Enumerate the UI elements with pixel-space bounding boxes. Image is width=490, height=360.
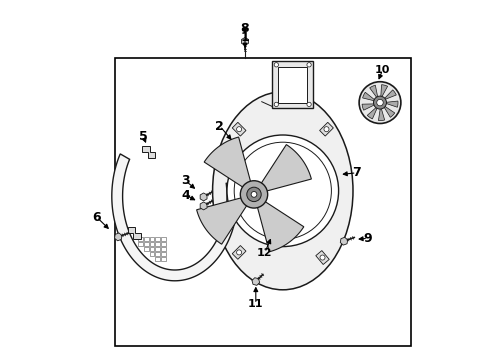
Circle shape <box>227 135 339 247</box>
Polygon shape <box>369 85 378 99</box>
Circle shape <box>377 99 383 106</box>
Circle shape <box>274 102 278 107</box>
Text: 3: 3 <box>181 174 190 187</box>
Polygon shape <box>363 92 377 102</box>
Bar <box>155 237 160 241</box>
Polygon shape <box>204 137 251 188</box>
Polygon shape <box>128 227 141 239</box>
Circle shape <box>240 181 268 208</box>
Bar <box>316 251 329 265</box>
Bar <box>138 237 143 241</box>
Polygon shape <box>252 278 260 285</box>
Text: 11: 11 <box>248 299 264 309</box>
Text: 5: 5 <box>139 130 148 143</box>
Circle shape <box>247 187 261 202</box>
Bar <box>149 252 154 256</box>
Bar <box>138 242 143 246</box>
Polygon shape <box>378 106 385 121</box>
Bar <box>278 67 307 103</box>
Polygon shape <box>143 146 155 158</box>
Polygon shape <box>261 145 311 191</box>
Bar <box>149 242 154 246</box>
Circle shape <box>307 63 311 67</box>
Text: 10: 10 <box>375 65 390 75</box>
Polygon shape <box>384 101 398 107</box>
Circle shape <box>359 82 401 123</box>
Circle shape <box>373 96 387 109</box>
Bar <box>149 237 154 241</box>
Circle shape <box>320 255 325 260</box>
Polygon shape <box>112 154 238 281</box>
Bar <box>319 122 333 136</box>
Polygon shape <box>242 37 248 45</box>
Bar <box>149 247 154 251</box>
Bar <box>155 242 160 246</box>
Bar <box>155 247 160 251</box>
Polygon shape <box>362 104 377 110</box>
Bar <box>232 122 246 136</box>
Bar <box>232 246 246 259</box>
Bar <box>155 257 160 261</box>
Text: 7: 7 <box>352 166 361 179</box>
Circle shape <box>307 102 311 107</box>
Polygon shape <box>196 198 247 244</box>
Text: 4: 4 <box>181 189 190 202</box>
Polygon shape <box>368 106 378 119</box>
Polygon shape <box>200 202 207 210</box>
Bar <box>272 61 314 108</box>
Bar <box>161 242 166 246</box>
Bar <box>161 247 166 251</box>
Text: 6: 6 <box>93 211 101 224</box>
Polygon shape <box>340 237 348 245</box>
Polygon shape <box>383 90 396 100</box>
Circle shape <box>237 250 242 255</box>
Circle shape <box>324 127 329 132</box>
Polygon shape <box>200 193 207 201</box>
Bar <box>161 257 166 261</box>
Polygon shape <box>115 233 122 241</box>
Ellipse shape <box>213 92 353 290</box>
Text: 12: 12 <box>257 248 272 258</box>
Circle shape <box>251 192 257 197</box>
Polygon shape <box>381 85 388 99</box>
Bar <box>155 252 160 256</box>
Bar <box>144 242 148 246</box>
Bar <box>161 237 166 241</box>
Circle shape <box>237 127 242 132</box>
Circle shape <box>274 63 278 67</box>
Text: 9: 9 <box>364 232 372 245</box>
Bar <box>144 247 148 251</box>
Bar <box>116 58 411 346</box>
Text: 2: 2 <box>216 120 224 132</box>
Text: 1: 1 <box>241 31 249 44</box>
Polygon shape <box>257 201 304 252</box>
Bar <box>144 237 148 241</box>
Bar <box>161 252 166 256</box>
Text: 8: 8 <box>241 22 249 35</box>
Polygon shape <box>383 105 395 117</box>
